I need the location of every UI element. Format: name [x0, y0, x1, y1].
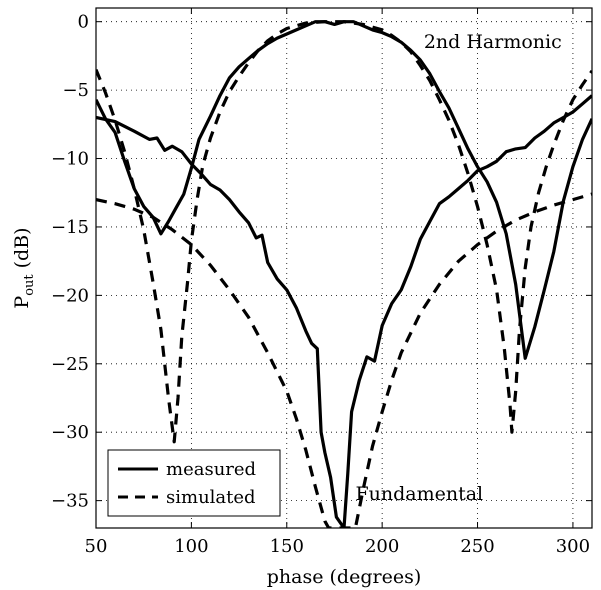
- y-tick-label: −30: [51, 422, 89, 443]
- measured-curve-1: [96, 20, 592, 360]
- y-axis-label: Pout (dB): [11, 227, 37, 308]
- legend: measured simulated: [107, 449, 281, 517]
- simulated-curve-3: [96, 20, 592, 444]
- y-axis-label-unit: (dB): [11, 227, 33, 268]
- axis-ticks: 50 100 150 200 250 300 0 −5 −10 −15 −20 −25 −30 −35: [51, 8, 592, 557]
- x-tick-label: 100: [174, 536, 208, 557]
- y-tick-label: −10: [51, 149, 89, 170]
- legend-label-measured: measured: [166, 459, 256, 480]
- y-tick-label: 0: [78, 12, 89, 33]
- y-tick-label: −35: [51, 491, 89, 512]
- y-tick-label: −25: [51, 354, 89, 375]
- simulated-curve-2: [96, 192, 592, 528]
- plot-frame: [95, 7, 593, 529]
- legend-label-simulated: simulated: [166, 487, 256, 508]
- y-axis-label-main: P: [11, 296, 33, 309]
- annotation-2nd-harmonic: 2nd Harmonic: [424, 31, 562, 53]
- x-tick-label: 50: [85, 536, 108, 557]
- x-tick-label: 300: [556, 536, 590, 557]
- y-tick-label: −20: [51, 285, 89, 306]
- legend-box: [107, 449, 281, 517]
- x-tick-label: 200: [365, 536, 399, 557]
- y-tick-label: −15: [51, 217, 89, 238]
- x-axis-label: phase (degrees): [267, 566, 421, 588]
- y-axis-label-sub: out: [22, 274, 37, 296]
- y-tick-label: −5: [62, 80, 89, 101]
- measured-curve-0: [96, 94, 592, 528]
- x-tick-label: 250: [460, 536, 494, 557]
- annotation-fundamental: Fundamental: [355, 483, 483, 505]
- x-tick-label: 150: [270, 536, 304, 557]
- data-series: [96, 20, 592, 528]
